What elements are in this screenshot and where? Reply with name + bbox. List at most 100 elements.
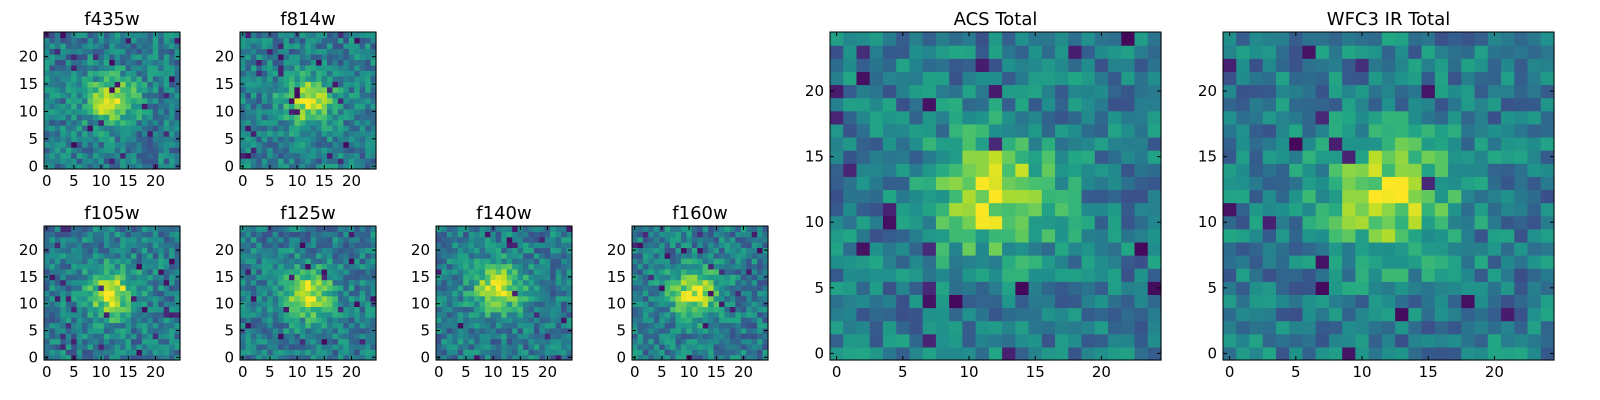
heatmap-cell	[909, 189, 924, 204]
heatmap-cell	[365, 92, 372, 99]
heatmap-cell	[691, 279, 698, 286]
heatmap-cell	[1015, 45, 1030, 59]
heatmap-cell	[1408, 189, 1423, 204]
heatmap-cell	[365, 86, 372, 93]
heatmap-cell	[555, 354, 562, 361]
heatmap-cell	[245, 327, 252, 334]
heatmap-cell	[305, 354, 312, 361]
heatmap-cell	[343, 48, 350, 55]
heatmap-cell	[1381, 346, 1396, 361]
heatmap-cell	[82, 114, 89, 121]
heatmap-cell	[1041, 110, 1056, 125]
heatmap-cell	[163, 32, 170, 39]
heatmap-cell	[141, 136, 148, 143]
heatmap-cell	[261, 311, 268, 318]
heatmap-cell	[310, 141, 317, 148]
heatmap-cell	[54, 322, 61, 329]
heatmap-cell	[370, 284, 377, 291]
heatmap-cell	[114, 48, 121, 55]
heatmap-cell	[267, 231, 274, 238]
heatmap-cell	[136, 53, 143, 60]
heatmap-cell	[305, 301, 312, 307]
heatmap-cell	[550, 274, 557, 281]
heatmap-cell	[169, 327, 176, 334]
heatmap-cell	[240, 333, 247, 340]
heatmap-cell	[354, 252, 361, 259]
heatmap-cell	[1395, 176, 1409, 191]
heatmap-cell	[44, 279, 51, 286]
heatmap-cell	[670, 295, 677, 302]
heatmap-cell	[278, 301, 285, 307]
heatmap-cells	[830, 32, 1162, 361]
heatmap-cell	[114, 125, 121, 132]
heatmap-cell	[691, 333, 698, 340]
heatmap-cell	[278, 147, 285, 154]
heatmap-cell	[1094, 255, 1109, 269]
heatmap-cell	[1134, 150, 1149, 164]
heatmap-cell	[283, 247, 290, 254]
x-tick-label: 15	[119, 172, 138, 190]
heatmap-cell	[1355, 189, 1370, 204]
heatmap-cell	[310, 53, 317, 60]
heatmap-cell	[327, 119, 334, 126]
heatmap-cell	[267, 97, 274, 104]
heatmap-cell	[370, 147, 377, 154]
heatmap-cell	[354, 317, 361, 324]
heatmap-cell	[869, 45, 884, 59]
heatmap-cell	[1068, 97, 1083, 112]
heatmap-cell	[163, 163, 170, 170]
heatmap-cell	[1068, 189, 1083, 204]
heatmap-cell	[98, 327, 105, 334]
heatmap-cell	[724, 317, 731, 324]
heatmap-cell	[539, 231, 546, 238]
heatmap-cell	[337, 158, 344, 165]
heatmap-cell	[305, 311, 312, 318]
heatmap-cell	[337, 75, 344, 82]
heatmap-cell	[882, 32, 897, 46]
heatmap-cell	[332, 290, 339, 297]
heatmap-cell	[310, 231, 317, 238]
heatmap-cell	[1289, 163, 1304, 177]
heatmap-cell	[506, 349, 513, 356]
heatmap-cell	[735, 258, 742, 265]
heatmap-cell	[359, 48, 366, 55]
heatmap-cell	[327, 354, 334, 361]
heatmap-cell	[332, 64, 339, 71]
heatmap-cell	[528, 290, 535, 297]
heatmap-cell	[484, 295, 491, 302]
heatmap-cell	[98, 92, 105, 99]
heatmap-cell	[98, 258, 105, 265]
heatmap-cell	[830, 307, 844, 322]
heatmap-cell	[245, 338, 252, 345]
heatmap-cell	[670, 263, 677, 270]
heatmap-cell	[332, 119, 339, 126]
heatmap-cell	[76, 231, 83, 238]
heatmap-cell	[691, 354, 698, 361]
heatmap-cell	[1028, 202, 1043, 217]
heatmap-cell	[278, 64, 285, 71]
heatmap-cell	[544, 343, 551, 350]
heatmap-cell	[680, 333, 687, 340]
heatmap-cell	[278, 247, 285, 254]
heatmap-cell	[87, 86, 94, 93]
heatmap-cell	[348, 37, 355, 44]
heatmap-cell	[310, 64, 317, 71]
heatmap-cell	[653, 263, 660, 270]
heatmap-cell	[82, 97, 89, 104]
heatmap-cell	[1094, 333, 1109, 348]
heatmap-cell	[446, 322, 453, 329]
heatmap-cell	[141, 141, 148, 148]
heatmap-cell	[158, 231, 165, 238]
heatmap-cell	[1055, 110, 1069, 125]
axes-frame	[43, 225, 181, 361]
heatmap-cell	[125, 158, 132, 165]
heatmap-cell	[962, 320, 977, 335]
heatmap-cell	[305, 92, 312, 99]
heatmap-cell	[44, 252, 51, 259]
heatmap-cell	[359, 354, 366, 361]
heatmap-cell	[1108, 215, 1122, 230]
heatmap-cell	[697, 268, 704, 275]
heatmap-cell	[1315, 241, 1330, 256]
heatmap-cell	[152, 136, 159, 143]
heatmap-cell	[686, 252, 693, 259]
